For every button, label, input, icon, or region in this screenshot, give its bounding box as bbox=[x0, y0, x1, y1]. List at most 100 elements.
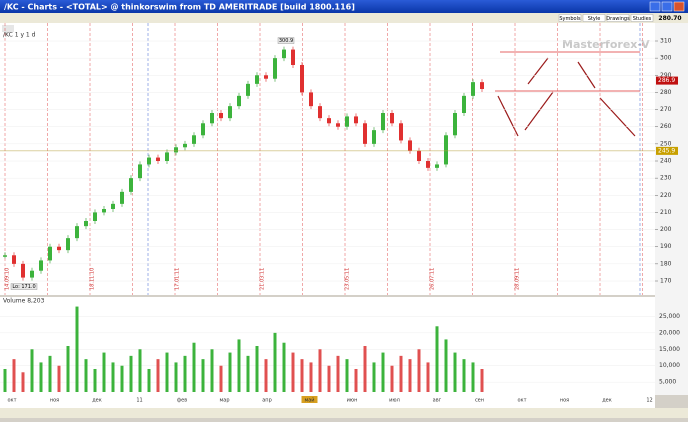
time-axis bbox=[0, 392, 655, 408]
candle bbox=[453, 113, 457, 136]
volume-bar bbox=[210, 349, 214, 392]
volume-bar bbox=[120, 365, 124, 392]
y-tick-label: 310 bbox=[660, 38, 672, 45]
volume-bar bbox=[273, 332, 277, 392]
date-label: 18.11.10 bbox=[90, 268, 96, 290]
volume-bar bbox=[183, 355, 187, 392]
candle bbox=[183, 143, 187, 148]
volume-bar bbox=[75, 306, 79, 392]
volume-bar bbox=[309, 362, 313, 392]
low-box bbox=[10, 283, 38, 290]
last-price: 280.70 bbox=[658, 15, 681, 22]
volume-bar bbox=[453, 352, 457, 392]
candle bbox=[435, 164, 439, 168]
volume-bar bbox=[228, 352, 232, 392]
candle bbox=[471, 82, 475, 96]
symbol-box[interactable] bbox=[2, 25, 14, 32]
candle bbox=[39, 260, 43, 271]
candle bbox=[75, 226, 79, 239]
volume-bar bbox=[462, 359, 466, 392]
y-tick-label: 300 bbox=[660, 55, 672, 62]
y-tick-label: 220 bbox=[660, 192, 672, 199]
volume-bar bbox=[84, 359, 88, 392]
volume-bar bbox=[192, 342, 196, 392]
candle bbox=[300, 65, 304, 93]
volume-bar bbox=[408, 359, 412, 392]
volume-bar bbox=[426, 362, 430, 392]
candle bbox=[255, 75, 259, 84]
candle bbox=[210, 113, 214, 124]
volume-bar bbox=[219, 365, 223, 392]
month-label: июн bbox=[347, 398, 358, 404]
y-tick-label: 210 bbox=[660, 209, 672, 216]
y-tick-label: 170 bbox=[660, 278, 672, 285]
close[interactable] bbox=[673, 1, 685, 12]
month-label: дек bbox=[92, 398, 102, 404]
marker-label: 245.9 bbox=[658, 147, 675, 154]
volume-bar bbox=[111, 362, 115, 392]
month-label: 12 bbox=[646, 398, 652, 404]
y-tick-label: 190 bbox=[660, 243, 672, 250]
symbol: /KC 1 y 1 d bbox=[3, 32, 36, 39]
price-panel bbox=[0, 23, 655, 295]
candle bbox=[363, 123, 367, 144]
volume-bar bbox=[201, 359, 205, 392]
volume-bar bbox=[174, 362, 178, 392]
volume-bar bbox=[336, 355, 340, 392]
candle bbox=[93, 212, 97, 221]
maximize[interactable] bbox=[661, 1, 673, 12]
month-label: окт bbox=[518, 398, 527, 404]
candle bbox=[426, 161, 430, 168]
candle bbox=[57, 246, 61, 251]
volume-bar bbox=[48, 355, 52, 392]
volume-bar bbox=[21, 372, 25, 392]
volume-bar bbox=[417, 349, 421, 392]
toolbar-button[interactable] bbox=[582, 14, 606, 22]
candle bbox=[390, 113, 394, 124]
toolbar-button[interactable] bbox=[558, 14, 582, 22]
month-label: мар bbox=[219, 398, 229, 404]
volume-bar bbox=[264, 359, 268, 392]
minimize[interactable] bbox=[649, 1, 661, 12]
volume-bar bbox=[282, 342, 286, 392]
candle bbox=[48, 246, 52, 261]
low-label: Lo: 171.0 bbox=[12, 284, 35, 290]
y-tick-label: 240 bbox=[660, 158, 672, 165]
volume-bar bbox=[444, 339, 448, 392]
volume-bar bbox=[138, 349, 142, 392]
toolbar-label: Drawings bbox=[606, 16, 630, 22]
y-tick-label: 180 bbox=[660, 260, 672, 267]
toolbar-button[interactable] bbox=[606, 14, 630, 22]
candle bbox=[264, 75, 268, 79]
y-tick-label: 25,000 bbox=[659, 313, 680, 320]
volume-bar bbox=[165, 352, 169, 392]
marker-label: 286.9 bbox=[658, 77, 675, 84]
date-label: 21.03.11 bbox=[260, 268, 266, 290]
y-tick-label: 270 bbox=[660, 106, 672, 113]
title-bar bbox=[0, 0, 688, 13]
candle bbox=[3, 255, 7, 257]
volume-bar bbox=[129, 355, 133, 392]
volume-bar bbox=[390, 365, 394, 392]
volume-bar bbox=[291, 352, 295, 392]
volume-bar bbox=[147, 369, 151, 392]
candle bbox=[30, 270, 34, 278]
candle bbox=[129, 178, 133, 192]
candle bbox=[138, 164, 142, 179]
volume-bar bbox=[471, 362, 475, 392]
volume-bar bbox=[300, 359, 304, 392]
date-label: 26.07.11 bbox=[430, 268, 436, 290]
marker-box bbox=[656, 146, 678, 155]
month-label: апр bbox=[262, 398, 272, 404]
candle bbox=[282, 49, 286, 59]
month-label: сен bbox=[475, 398, 484, 404]
date-label: 23.05.11 bbox=[345, 268, 351, 290]
candle bbox=[462, 95, 466, 113]
month-label: окт bbox=[8, 398, 17, 404]
candle bbox=[291, 49, 295, 65]
toolbar-label: Style bbox=[588, 16, 601, 22]
candle bbox=[102, 209, 106, 213]
volume-bar bbox=[399, 355, 403, 392]
toolbar-button[interactable] bbox=[630, 14, 654, 22]
candle bbox=[228, 106, 232, 119]
